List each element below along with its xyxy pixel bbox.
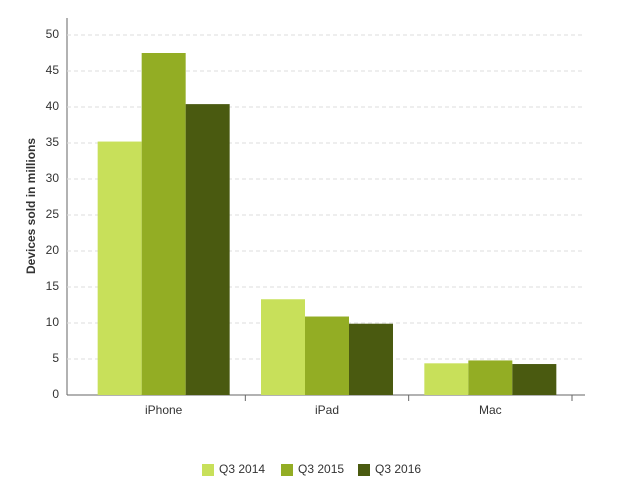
bar	[424, 363, 469, 395]
y-tick-label: 35	[46, 135, 60, 149]
y-tick-label: 25	[46, 207, 60, 221]
legend-swatch	[358, 464, 370, 476]
bar	[185, 104, 230, 396]
bar	[349, 323, 393, 395]
legend-swatch	[202, 464, 214, 476]
y-tick-label: 5	[52, 351, 59, 365]
y-tick-label: 20	[46, 243, 60, 257]
y-tick-label: 10	[46, 315, 60, 329]
x-tick-label: Mac	[479, 403, 502, 417]
x-tick-label: iPad	[315, 403, 339, 417]
y-axis-label: Devices sold in millions	[24, 138, 38, 274]
legend-label: Q3 2016	[375, 462, 421, 476]
legend-label: Q3 2014	[219, 462, 265, 476]
bar	[305, 316, 349, 395]
x-tick-label: iPhone	[145, 403, 183, 417]
bar	[141, 53, 186, 395]
y-tick-label: 30	[46, 171, 60, 185]
legend-swatch	[281, 464, 293, 476]
legend-label: Q3 2015	[298, 462, 344, 476]
y-tick-label: 45	[46, 63, 60, 77]
y-tick-label: 50	[46, 27, 60, 41]
bar	[261, 299, 305, 395]
y-tick-label: 40	[46, 99, 60, 113]
y-tick-label: 0	[52, 387, 59, 401]
y-tick-label: 15	[46, 279, 60, 293]
bar	[512, 364, 557, 395]
bar	[97, 141, 142, 395]
bar	[468, 360, 513, 395]
